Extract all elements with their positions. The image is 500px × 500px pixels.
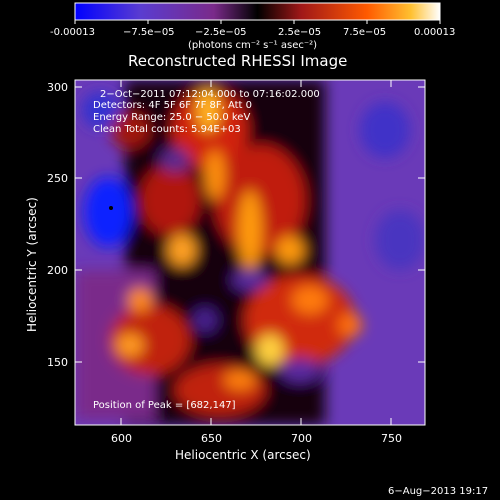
image-title: Reconstructed RHESSI Image bbox=[128, 52, 347, 70]
observation-info: 2−Oct−2011 07:12:04.000 to 07:16:02.000 … bbox=[93, 89, 320, 135]
colorbar bbox=[74, 2, 441, 21]
info-line-energy: Energy Range: 25.0 − 50.0 keV bbox=[93, 112, 250, 123]
x-axis-ticks bbox=[120, 80, 392, 425]
x-tick-label: 650 bbox=[201, 432, 222, 445]
y-tick-label: 250 bbox=[47, 172, 68, 185]
x-tick-label: 600 bbox=[111, 432, 132, 445]
x-tick-label: 700 bbox=[291, 432, 312, 445]
colorbar-tick-labels: -0.00013 −7.5e−05 −2.5e−05 2.5e−05 7.5e−… bbox=[50, 27, 455, 38]
footer-date: 6−Aug−2013 19:17 bbox=[388, 486, 488, 497]
y-tick-label: 150 bbox=[47, 356, 68, 369]
colorbar-units-label: (photons cm⁻² s⁻¹ asec⁻²) bbox=[188, 40, 317, 51]
colorbar-tick-label: 0.00013 bbox=[414, 27, 455, 38]
plot-frame bbox=[74, 79, 426, 426]
rhessi-map bbox=[75, 80, 425, 425]
colorbar-tick-label: −2.5e−05 bbox=[195, 27, 247, 38]
info-line-time: 2−Oct−2011 07:12:04.000 to 07:16:02.000 bbox=[100, 89, 320, 100]
info-line-counts: Clean Total counts: 5.94E+03 bbox=[93, 124, 241, 135]
colorbar-tick-label: 2.5e−05 bbox=[278, 27, 321, 38]
info-line-detectors: Detectors: 4F 5F 6F 7F 8F, Att 0 bbox=[93, 100, 252, 111]
y-tick-label: 300 bbox=[47, 81, 68, 94]
y-axis-ticks bbox=[75, 86, 425, 363]
colorbar-tick-label: -0.00013 bbox=[50, 27, 95, 38]
x-tick-label: 750 bbox=[381, 432, 402, 445]
x-axis-label: Heliocentric X (arcsec) bbox=[175, 448, 311, 462]
colorbar-tick-label: −7.5e−05 bbox=[123, 27, 175, 38]
y-tick-label: 200 bbox=[47, 264, 68, 277]
colorbar-tick-label: 7.5e−05 bbox=[343, 27, 386, 38]
y-axis-label: Heliocentric Y (arcsec) bbox=[25, 197, 39, 332]
colorbar-tick-marks bbox=[74, 20, 441, 24]
peak-position-label: Position of Peak = [682,147] bbox=[93, 400, 236, 411]
